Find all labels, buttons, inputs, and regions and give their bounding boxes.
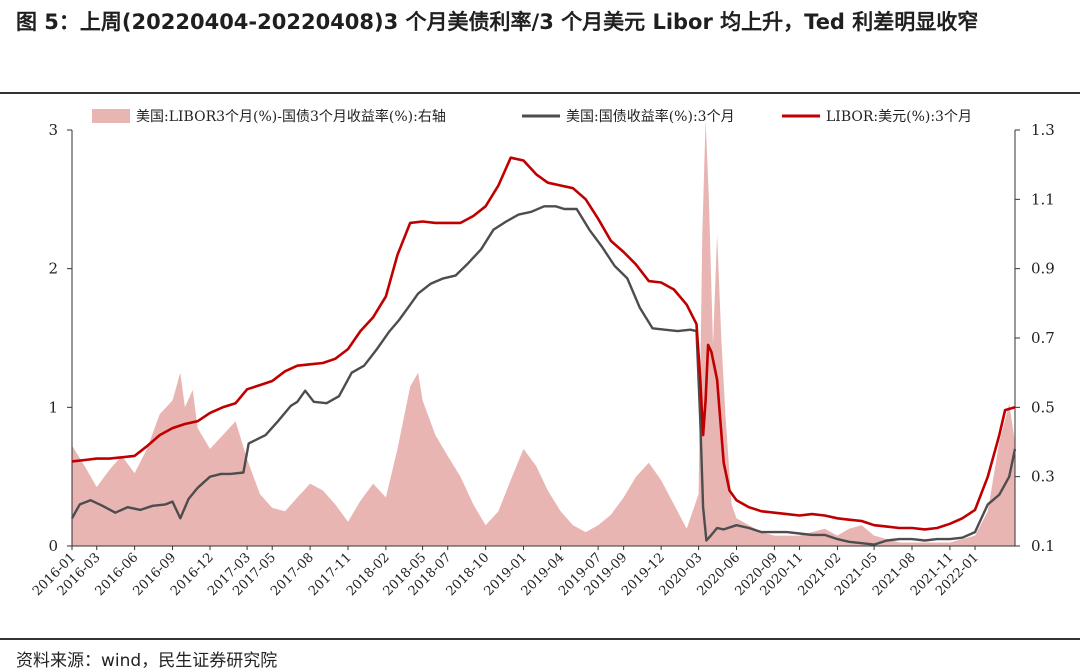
chart: 01230.10.30.50.70.91.11.32016-012016-032… (30, 108, 1055, 599)
right-tick-label: 1.1 (1031, 190, 1055, 208)
top-rule (0, 92, 1080, 94)
right-tick-label: 1.3 (1031, 121, 1055, 139)
legend-label: LIBOR:美元(%):3个月 (826, 109, 972, 125)
left-tick-label: 1 (48, 398, 58, 416)
legend-label: 美国:国债收益率(%):3个月 (566, 108, 735, 125)
line-layer (70, 156, 1017, 546)
area-layer (72, 120, 1015, 546)
right-tick-label: 0.3 (1031, 468, 1055, 486)
series-line-libor (71, 156, 1016, 531)
series-area-spread (72, 120, 1015, 546)
right-tick-label: 0.5 (1031, 398, 1055, 416)
series-line-treasury (70, 205, 1017, 546)
left-tick-label: 3 (48, 121, 58, 139)
left-tick-label: 0 (48, 537, 58, 555)
legend-swatch-area (92, 109, 130, 123)
right-tick-label: 0.1 (1031, 537, 1055, 555)
left-tick-label: 2 (48, 260, 58, 278)
bottom-rule (0, 638, 1080, 640)
right-tick-label: 0.7 (1031, 329, 1055, 347)
right-tick-label: 0.9 (1031, 260, 1055, 278)
legend: 美国:LIBOR3个月(%)-国债3个月收益率(%):右轴 美国:国债收益率(%)… (92, 108, 972, 125)
source-note: 资料来源：wind，民生证券研究院 (16, 651, 278, 671)
figure-title: 图 5：上周(20220404-20220408)3 个月美债利率/3 个月美元… (16, 10, 979, 34)
legend-label: 美国:LIBOR3个月(%)-国债3个月收益率(%):右轴 (136, 108, 446, 125)
